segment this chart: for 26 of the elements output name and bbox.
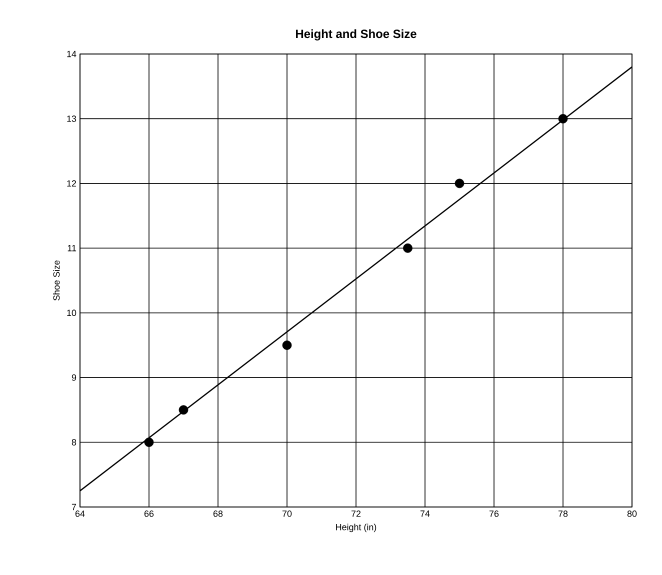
y-tick-label: 13: [67, 116, 76, 122]
x-tick-label: 78: [558, 510, 568, 517]
point: [403, 243, 412, 253]
y-tick-label: 12: [67, 180, 76, 187]
x-tick-label: 74: [420, 510, 430, 517]
x-tick-label: 68: [213, 510, 223, 517]
y-tick-label: 7: [72, 504, 76, 510]
y-tick-label: 9: [72, 374, 76, 381]
point: [178, 405, 188, 415]
point: [558, 114, 568, 124]
x-tick-label: 66: [144, 510, 154, 517]
x-tick-label: 64: [75, 510, 85, 517]
chart-title: Height and Shoe Size: [296, 29, 416, 40]
point: [282, 340, 292, 350]
y-tick-label: 10: [67, 310, 76, 316]
x-axis-title: Height (in): [336, 524, 376, 532]
x-tick-label: 80: [627, 510, 637, 517]
y-axis-title: Shoe Size: [53, 260, 60, 301]
y-tick-label: 11: [68, 245, 76, 252]
y-tick-label: 14: [67, 50, 76, 58]
x-tick-label: 70: [282, 510, 292, 517]
point: [144, 438, 154, 447]
x-tick-label: 72: [351, 510, 361, 517]
point: [454, 178, 464, 188]
x-tick-label: 76: [489, 510, 499, 517]
y-tick-label: 8: [72, 439, 76, 446]
